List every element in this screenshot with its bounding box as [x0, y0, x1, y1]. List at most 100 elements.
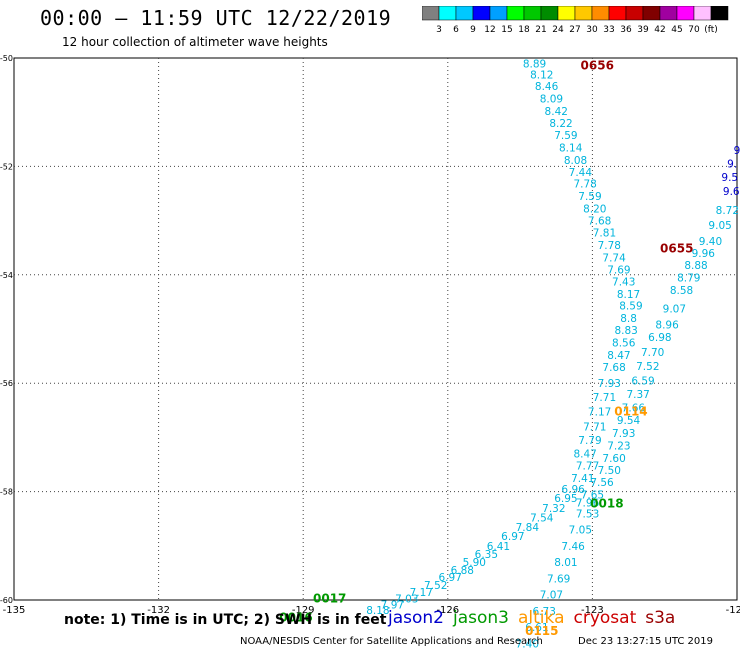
wave-height-value: 7.03 — [395, 593, 418, 605]
wave-height-value: 6.73 — [533, 606, 556, 618]
satellite-legend: jason2 jason3 altika cryosat s3a — [388, 608, 684, 628]
wave-height-value: 7.79 — [578, 435, 601, 447]
wave-height-value: 7.32 — [542, 503, 565, 515]
legend-altika: altika — [518, 608, 565, 628]
wave-height-value: 7.71 — [583, 422, 606, 434]
wave-height-value: 7.52 — [636, 361, 659, 373]
wave-height-value: 8.12 — [530, 69, 553, 81]
y-tick-label: -60 — [0, 596, 13, 605]
wave-height-value: 7.70 — [641, 347, 664, 359]
wave-height-value: 6.61 — [525, 622, 548, 634]
wave-height-value: 9.54 — [617, 415, 641, 427]
wave-height-value: 9.40 — [699, 236, 722, 248]
footer-credit: NOAA/NESDIS Center for Satellite Applica… — [240, 636, 543, 647]
wave-height-value: 7.97 — [381, 599, 404, 611]
wave-height-value: 6.35 — [475, 549, 498, 561]
wave-height-value: 7.81 — [593, 228, 616, 240]
wave-height-value: 8.46 — [535, 81, 559, 93]
wave-height-value: 7.66 — [622, 403, 646, 415]
pass-time-label: 0114 — [614, 404, 647, 418]
chart-title: 00:00 – 11:59 UTC 12/22/2019 — [40, 6, 392, 30]
wave-height-value: 7.65 — [581, 489, 604, 501]
wave-height-value: 6.59 — [631, 375, 654, 387]
wave-height-value: 7.41 — [571, 473, 594, 485]
wave-height-value: 9.96 — [692, 248, 716, 260]
color-label: 45 — [671, 25, 682, 35]
legend-s3a: s3a — [645, 608, 676, 628]
wave-height-value: 7.96 — [576, 497, 600, 509]
color-label: 15 — [501, 25, 512, 35]
wave-height-value: 8.58 — [670, 285, 693, 297]
x-tick-label: -129 — [292, 605, 315, 616]
color-label: 3 — [436, 25, 442, 35]
wave-height-value: 6.41 — [487, 541, 510, 553]
wave-height-value: 6.98 — [648, 332, 671, 344]
wave-height-value: 7.50 — [598, 465, 621, 477]
wave-height-value: 7.68 — [602, 362, 625, 374]
plot-frame — [13, 57, 738, 601]
pass-time-label: 0018 — [590, 496, 623, 510]
wave-height-value: 7.69 — [607, 264, 630, 276]
wave-height-value: 8.47 — [607, 350, 630, 362]
wave-height-value: 7.54 — [530, 513, 554, 525]
wave-height-value: 7.74 — [602, 252, 626, 264]
wave-height-value: 7.46 — [561, 541, 585, 553]
wave-height-value: 8.47 — [573, 449, 596, 461]
wave-height-value: 8.8 — [620, 313, 637, 325]
color-label: 27 — [569, 25, 580, 35]
x-tick-label: -135 — [3, 605, 26, 616]
wave-height-value: 9.05 — [708, 220, 731, 232]
legend-cryosat: cryosat — [573, 608, 637, 628]
wave-height-value: 7.44 — [569, 167, 593, 179]
color-label: 6 — [453, 25, 459, 35]
wave-height-value: 8.56 — [612, 338, 636, 350]
wave-height-value: 8.09 — [540, 94, 563, 106]
wave-height-value: 6.97 — [501, 531, 524, 543]
y-tick-label: -52 — [0, 162, 13, 171]
wave-height-value: 7.53 — [576, 508, 599, 520]
wave-height-value: 7.40 — [516, 638, 539, 650]
wave-height-value: 7.78 — [573, 179, 596, 191]
color-label: 70 — [688, 25, 700, 35]
wave-height-value: 7.17 — [588, 406, 611, 418]
wave-height-value: 7.59 — [578, 191, 601, 203]
wave-height-value: 9 — [734, 145, 740, 157]
x-tick-label: -123 — [581, 605, 604, 616]
legend-jason2: jason2 — [388, 608, 444, 628]
wave-height-value: 8.18 — [366, 605, 389, 617]
color-label: 21 — [535, 25, 546, 35]
wave-height-value: 9.5 — [721, 172, 738, 184]
wave-height-value: 7.93 — [612, 428, 635, 440]
x-tick-label: -126 — [436, 605, 459, 616]
wave-height-value: 8.96 — [655, 320, 679, 332]
y-tick-label: -54 — [0, 271, 13, 280]
pass-time-label: 0655 — [660, 242, 693, 256]
footer-timestamp: Dec 23 13:27:15 UTC 2019 — [578, 636, 713, 647]
wave-height-value: 8.08 — [564, 155, 587, 167]
wave-height-value: 7.78 — [598, 240, 621, 252]
wave-height-value: 7.69 — [547, 573, 570, 585]
wave-height-value: 6.96 — [561, 484, 585, 496]
wave-height-value: 8.42 — [545, 106, 568, 118]
wave-height-value: 7.77 — [576, 461, 599, 473]
wave-height-value: 8.88 — [684, 260, 707, 272]
color-label: 39 — [637, 25, 649, 35]
wave-height-value: 7.07 — [540, 590, 563, 602]
wave-height-value: 7.93 — [598, 378, 621, 390]
color-label: 33 — [603, 25, 614, 35]
y-tick-label: -56 — [0, 379, 13, 388]
y-tick-label: -50 — [0, 54, 13, 63]
color-label: 36 — [620, 25, 632, 35]
color-label: (ft) — [704, 25, 718, 35]
wave-height-value: 8.59 — [619, 301, 642, 313]
wave-height-value: 7.84 — [516, 522, 540, 534]
wave-height-value: 6.88 — [451, 565, 474, 577]
wave-height-value: 7.60 — [602, 453, 625, 465]
color-scale-bar: 3 6 9 12 15 18 21 24 27 30 33 36 39 42 45 70 (ft) — [422, 6, 729, 35]
wave-height-value: 7.23 — [607, 441, 630, 453]
wave-height-value: 7.05 — [569, 525, 592, 537]
x-tick-label: -120 — [726, 605, 740, 616]
wave-height-value: 6.95 — [554, 493, 577, 505]
wave-height-value: 8.89 — [523, 58, 546, 70]
x-tick-label: -132 — [147, 605, 170, 616]
